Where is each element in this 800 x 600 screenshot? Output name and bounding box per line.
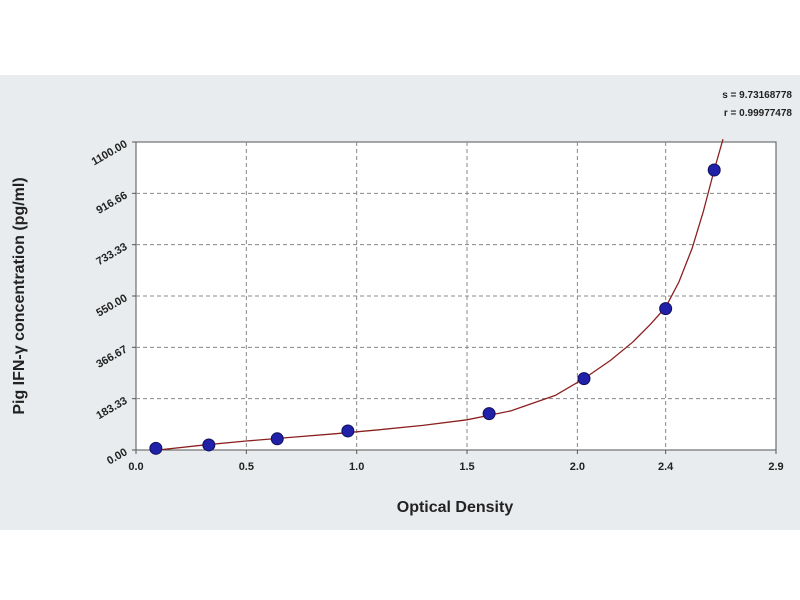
fit-r-value: r = 0.99977478 (723, 108, 792, 119)
y-axis-ticks: 0.00 183.33 366.67 550.00 733.33 916.66 1100.0… (90, 138, 136, 467)
x-axis-ticks: 0.0 0.5 1.0 1.5 2.0 2.4 2.9 (128, 450, 784, 473)
x-tick-label: 2.4 (658, 461, 674, 473)
data-point (202, 438, 216, 452)
y-tick-label: 0.00 (105, 446, 130, 467)
fit-curve (158, 139, 724, 451)
data-point (270, 432, 284, 446)
fit-curve-group (158, 139, 724, 451)
y-tick-label: 550.00 (94, 292, 129, 319)
data-point (482, 407, 496, 421)
y-tick-label: 916.66 (94, 190, 129, 217)
x-tick-label: 0.0 (128, 461, 143, 473)
data-point (659, 302, 673, 316)
x-tick-label: 1.0 (349, 461, 364, 473)
gridlines (136, 142, 776, 450)
data-point (341, 424, 355, 438)
y-axis-title: Pig IFN-γ concentration (pg/ml) (11, 177, 28, 414)
x-axis-title: Optical Density (397, 499, 514, 516)
plot-area (135, 141, 777, 451)
y-tick-label: 733.33 (94, 241, 129, 268)
data-points (149, 163, 721, 455)
x-tick-label: 0.5 (239, 461, 254, 473)
data-point (149, 441, 163, 455)
y-tick-label: 183.33 (94, 395, 129, 422)
y-tick-label: 1100.00 (90, 138, 130, 168)
fit-s-value: s = 9.73168778 (722, 90, 792, 101)
x-tick-label: 2.9 (768, 461, 783, 473)
chart-panel: s = 9.73168778 r = 0.99977478 0.0 0.5 1.0 1… (0, 75, 800, 530)
x-tick-label: 1.5 (459, 461, 474, 473)
x-tick-label: 2.0 (570, 461, 585, 473)
y-tick-label: 366.67 (94, 344, 129, 371)
data-point (707, 163, 721, 177)
chart-svg: 0.0 0.5 1.0 1.5 2.0 2.4 2.9 0.00 183.33 366.67 55… (11, 138, 784, 516)
data-point (577, 372, 591, 386)
